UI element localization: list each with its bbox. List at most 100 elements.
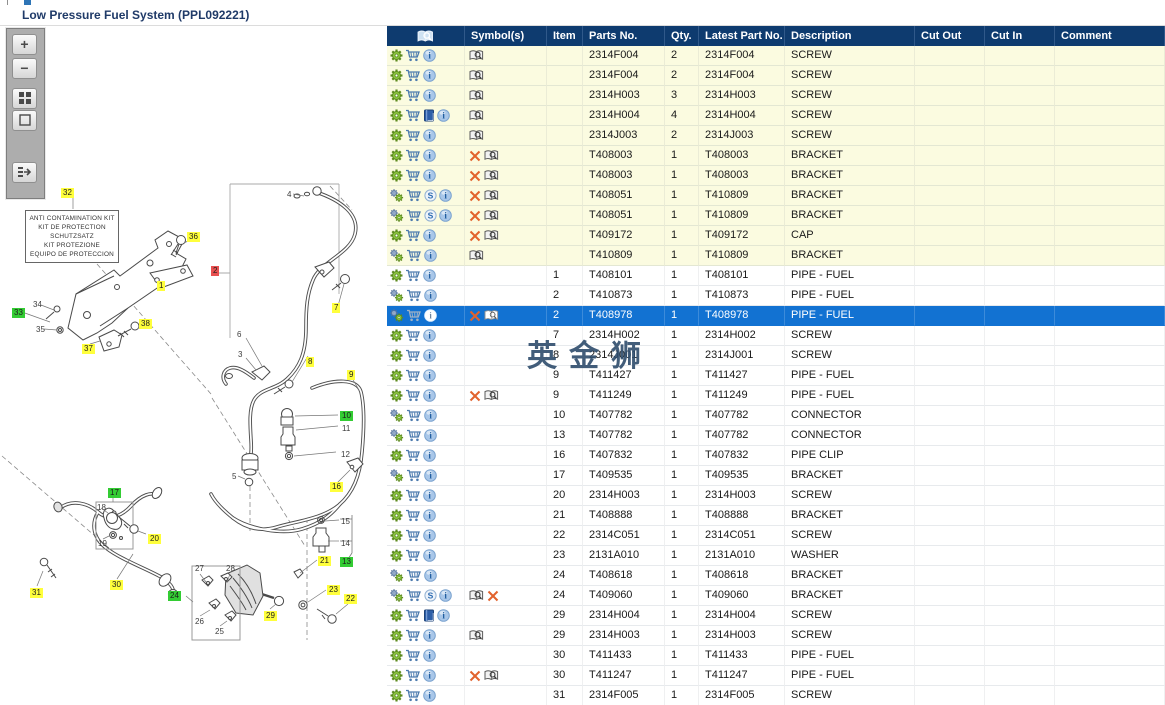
gear-icon[interactable] — [390, 169, 403, 182]
table-row[interactable]: i 23 2131A010 1 2131A010 WASHER — [387, 546, 1165, 566]
gear-icon[interactable] — [390, 609, 403, 622]
cart-icon[interactable] — [405, 149, 421, 162]
double-gear-icon[interactable] — [390, 569, 404, 582]
table-row[interactable]: i 21 T408888 1 T408888 BRACKET — [387, 506, 1165, 526]
info-icon[interactable]: i — [439, 589, 452, 602]
gear-icon[interactable] — [390, 369, 403, 382]
info-icon[interactable]: i — [437, 609, 450, 622]
column-header-cut-out[interactable]: Cut Out — [915, 26, 985, 46]
single-view-button[interactable] — [12, 110, 37, 131]
callout-label-2[interactable]: 2 — [211, 266, 220, 276]
info-icon[interactable]: i — [423, 549, 436, 562]
callout-label-37[interactable]: 37 — [82, 344, 95, 354]
callout-label-1[interactable]: 1 — [157, 281, 166, 291]
not-illustrated-icon[interactable] — [469, 210, 481, 222]
callout-label-9[interactable]: 9 — [347, 370, 356, 380]
table-row[interactable]: i T410809 1 T410809 BRACKET — [387, 246, 1165, 266]
column-header-item[interactable]: Item — [547, 26, 583, 46]
cart-icon[interactable] — [406, 289, 422, 302]
callout-label-29[interactable]: 29 — [264, 611, 277, 621]
cart-icon[interactable] — [405, 669, 421, 682]
info-icon[interactable]: i — [424, 409, 437, 422]
table-row[interactable]: S i 24 T409060 1 T409060 BRACKET — [387, 586, 1165, 606]
info-icon[interactable]: i — [423, 269, 436, 282]
cart-icon[interactable] — [405, 509, 421, 522]
info-icon[interactable]: i — [424, 309, 437, 322]
cart-icon[interactable] — [406, 589, 422, 602]
cart-icon[interactable] — [406, 409, 422, 422]
illustration-lookup-icon[interactable] — [484, 309, 499, 322]
info-icon[interactable]: i — [423, 509, 436, 522]
table-row[interactable]: i 29 2314H004 1 2314H004 SCREW — [387, 606, 1165, 626]
info-icon[interactable]: i — [423, 49, 436, 62]
info-icon[interactable]: i — [423, 629, 436, 642]
cart-icon[interactable] — [405, 109, 421, 122]
info-icon[interactable]: i — [423, 369, 436, 382]
double-gear-icon[interactable] — [390, 409, 404, 422]
table-row[interactable]: i 16 T407832 1 T407832 PIPE CLIP — [387, 446, 1165, 466]
gear-icon[interactable] — [390, 389, 403, 402]
table-row[interactable]: i 13 T407782 1 T407782 CONNECTOR — [387, 426, 1165, 446]
illustration-lookup-icon[interactable] — [484, 389, 499, 402]
info-icon[interactable]: i — [423, 129, 436, 142]
cart-icon[interactable] — [405, 629, 421, 642]
info-icon[interactable]: i — [423, 149, 436, 162]
not-illustrated-icon[interactable] — [469, 670, 481, 682]
cart-icon[interactable] — [405, 169, 421, 182]
column-header-comment[interactable]: Comment — [1055, 26, 1165, 46]
supersession-icon[interactable]: S — [424, 209, 437, 222]
double-gear-icon[interactable] — [390, 209, 404, 222]
column-header-qty-[interactable]: Qty. — [665, 26, 699, 46]
callout-label-32[interactable]: 32 — [61, 188, 74, 198]
illustration-lookup-icon[interactable] — [484, 669, 499, 682]
info-icon[interactable]: i — [423, 449, 436, 462]
cart-icon[interactable] — [405, 229, 421, 242]
table-row[interactable]: i 9 T411249 1 T411249 PIPE - FUEL — [387, 386, 1165, 406]
gear-icon[interactable] — [390, 109, 403, 122]
info-icon[interactable]: i — [423, 689, 436, 702]
cart-icon[interactable] — [406, 569, 422, 582]
cart-icon[interactable] — [406, 209, 422, 222]
zoom-out-button[interactable]: − — [12, 58, 37, 79]
illustration-lookup-icon[interactable] — [484, 149, 499, 162]
table-row[interactable]: i 20 2314H003 1 2314H003 SCREW — [387, 486, 1165, 506]
cart-icon[interactable] — [405, 69, 421, 82]
info-icon[interactable]: i — [424, 429, 437, 442]
cart-icon[interactable] — [406, 309, 422, 322]
info-icon[interactable]: i — [423, 529, 436, 542]
table-row[interactable]: i 24 T408618 1 T408618 BRACKET — [387, 566, 1165, 586]
cart-icon[interactable] — [405, 449, 421, 462]
cart-icon[interactable] — [405, 389, 421, 402]
info-icon[interactable]: i — [423, 389, 436, 402]
gear-icon[interactable] — [390, 549, 403, 562]
gear-icon[interactable] — [390, 509, 403, 522]
illustration-lookup-icon[interactable] — [469, 69, 484, 82]
cart-icon[interactable] — [406, 429, 422, 442]
info-icon[interactable]: i — [423, 229, 436, 242]
illustration-lookup-icon[interactable] — [469, 589, 484, 602]
cart-icon[interactable] — [405, 489, 421, 502]
gear-icon[interactable] — [390, 669, 403, 682]
cart-icon[interactable] — [405, 89, 421, 102]
illustration-lookup-icon[interactable] — [469, 629, 484, 642]
table-row[interactable]: S i T408051 1 T410809 BRACKET — [387, 186, 1165, 206]
cart-icon[interactable] — [406, 249, 422, 262]
callout-label-20[interactable]: 20 — [148, 534, 161, 544]
gear-icon[interactable] — [390, 689, 403, 702]
table-row[interactable]: i 10 T407782 1 T407782 CONNECTOR — [387, 406, 1165, 426]
cart-icon[interactable] — [405, 649, 421, 662]
callout-label-38[interactable]: 38 — [139, 319, 152, 329]
table-row[interactable]: i T408003 1 T408003 BRACKET — [387, 146, 1165, 166]
table-row[interactable]: i 9 T411427 1 T411427 PIPE - FUEL — [387, 366, 1165, 386]
gear-icon[interactable] — [390, 69, 403, 82]
table-row[interactable]: i 2314H004 4 2314H004 SCREW — [387, 106, 1165, 126]
callout-label-30[interactable]: 30 — [110, 580, 123, 590]
info-icon[interactable]: i — [424, 249, 437, 262]
gear-icon[interactable] — [390, 649, 403, 662]
illustration-lookup-icon[interactable] — [484, 209, 499, 222]
cart-icon[interactable] — [405, 609, 421, 622]
info-icon[interactable]: i — [437, 109, 450, 122]
table-row[interactable]: i 30 T411433 1 T411433 PIPE - FUEL — [387, 646, 1165, 666]
cart-icon[interactable] — [405, 549, 421, 562]
callout-label-22[interactable]: 22 — [344, 594, 357, 604]
